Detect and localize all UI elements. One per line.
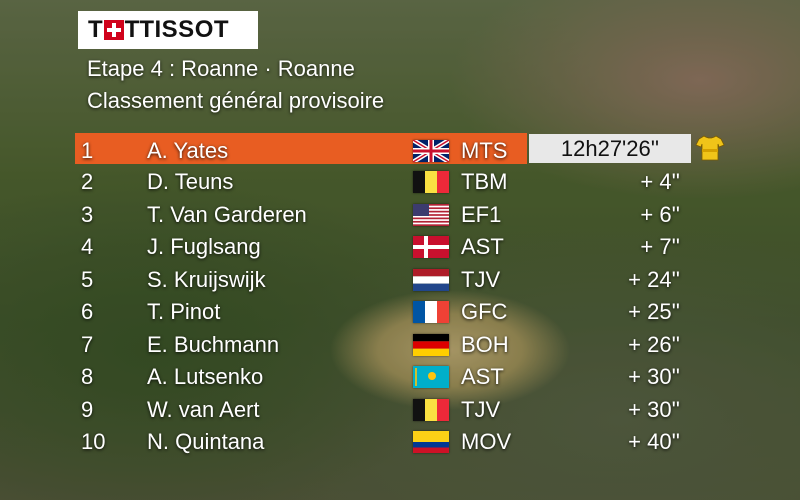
table-row: 8 A. Lutsenko AST + 30'' xyxy=(75,359,735,392)
table-row: 7 E. Buchmann BOH + 26'' xyxy=(75,327,735,360)
flag-icon xyxy=(413,140,449,162)
flag-icon xyxy=(413,236,449,258)
time-gap: + 4'' xyxy=(640,169,680,194)
rank: 5 xyxy=(81,266,94,292)
logo-t-right: T xyxy=(124,16,140,43)
team-code: MOV xyxy=(461,429,512,454)
flag-icon xyxy=(413,301,449,323)
rank: 3 xyxy=(81,201,94,227)
time-gap: + 24'' xyxy=(628,266,680,292)
rank: 7 xyxy=(81,331,94,357)
team-code: EF1 xyxy=(461,201,502,227)
flag-icon xyxy=(413,171,449,193)
team-code: AST xyxy=(461,234,504,259)
flag-icon xyxy=(413,333,449,356)
classification-title: Classement général provisoire xyxy=(87,88,385,113)
table-row: 3 T. Van Garderen EF1 + 6'' xyxy=(75,197,735,230)
flag-icon xyxy=(413,203,449,226)
flag-icon xyxy=(413,268,449,291)
standings-table: 1 A. Yates MTS 12h27'26'' 2 D. Teuns TBM + … xyxy=(75,133,735,457)
rank: 2 xyxy=(81,169,94,194)
table-row: 4 J. Fuglsang AST + 7'' xyxy=(75,229,735,262)
rider-name: A. Lutsenko xyxy=(147,364,264,389)
flag-icon xyxy=(413,431,449,453)
leader-team: MTS xyxy=(461,138,508,163)
table-row: 9 W. van Aert TJV + 30'' xyxy=(75,392,735,425)
rider-name: T. Van Garderen xyxy=(147,201,307,227)
rider-name: N. Quintana xyxy=(147,429,265,454)
table-row: 10 N. Quintana MOV + 40'' xyxy=(75,424,735,457)
rider-name: D. Teuns xyxy=(147,169,234,194)
time-gap: + 6'' xyxy=(640,201,680,227)
time-gap: + 26'' xyxy=(628,331,680,357)
stage-title: Etape 4 : Roanne · Roanne xyxy=(87,56,355,81)
rider-name: E. Buchmann xyxy=(147,331,280,357)
table-row: 6 T. Pinot GFC + 25'' xyxy=(75,294,735,327)
rider-name: T. Pinot xyxy=(147,299,221,324)
time-gap: + 7'' xyxy=(640,234,680,259)
flag-icon xyxy=(413,366,449,388)
rider-name: J. Fuglsang xyxy=(147,234,261,259)
table-row: 5 S. Kruijswijk TJV + 24'' xyxy=(75,262,735,295)
rank: 6 xyxy=(81,299,94,324)
rider-name: S. Kruijswijk xyxy=(147,266,266,292)
leader-name: A. Yates xyxy=(147,138,229,163)
team-code: TBM xyxy=(461,169,508,194)
time-gap: + 25'' xyxy=(628,299,680,324)
rank: 4 xyxy=(81,234,94,259)
time-gap: + 30'' xyxy=(628,396,680,422)
logo-brand: TISSOT xyxy=(139,16,230,43)
team-code: AST xyxy=(461,364,504,389)
swiss-cross-icon xyxy=(103,20,124,40)
leader-row: 1 A. Yates MTS 12h27'26'' xyxy=(75,133,725,164)
rank: 10 xyxy=(81,429,106,454)
rank: 8 xyxy=(81,364,94,389)
team-code: TJV xyxy=(461,396,501,422)
leader-rank: 1 xyxy=(81,138,94,163)
rank: 9 xyxy=(81,396,94,422)
time-gap: + 40'' xyxy=(628,429,680,454)
rider-name: W. van Aert xyxy=(147,396,260,422)
flag-icon xyxy=(413,398,449,421)
leader-time: 12h27'26'' xyxy=(529,134,691,163)
logo-t-left: T xyxy=(88,16,103,43)
tissot-logo: T T TISSOT xyxy=(78,11,258,49)
yellow-jersey-icon xyxy=(695,135,725,161)
team-code: BOH xyxy=(461,331,509,357)
team-code: TJV xyxy=(461,266,501,292)
time-gap: + 30'' xyxy=(628,364,680,389)
team-code: GFC xyxy=(461,299,508,324)
table-row: 2 D. Teuns TBM + 4'' xyxy=(75,164,735,197)
